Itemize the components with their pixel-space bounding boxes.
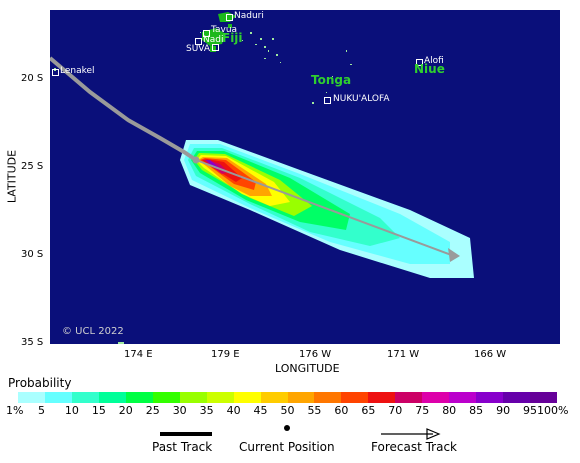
- forecast-track-line: [195, 159, 455, 257]
- town-marker-naduri: [226, 14, 233, 21]
- lon-tick-label: 179 E: [211, 349, 240, 360]
- probability-scale-label: 55: [307, 404, 322, 417]
- current-position-label: Current Position: [239, 440, 335, 454]
- place-label-nadi: Nadi: [203, 35, 224, 45]
- probability-scale-label: 40: [226, 404, 241, 417]
- probability-swatch: [233, 392, 262, 403]
- lon-tick-label: 176 W: [299, 349, 332, 360]
- region-label-fiji: Fiji: [222, 31, 243, 45]
- probability-swatch: [71, 392, 100, 403]
- probability-swatch: [287, 392, 315, 403]
- region-label-tonga: Tonga: [311, 73, 352, 87]
- probability-swatch: [125, 392, 154, 403]
- probability-swatch: [260, 392, 288, 403]
- probability-swatch: [530, 392, 558, 403]
- probability-scale-label: 100%: [537, 404, 569, 417]
- probability-scale-label: 60: [334, 404, 349, 417]
- copyright-label: © UCL 2022: [62, 326, 124, 337]
- probability-scale-label: 90: [496, 404, 511, 417]
- lat-tick-label: 30 S: [21, 249, 44, 260]
- probability-scale-label: 25: [145, 404, 160, 417]
- probability-scale-label: 75: [415, 404, 430, 417]
- probability-scale-label: 1%: [6, 404, 24, 417]
- past-track-symbol: [160, 432, 212, 436]
- town-marker-tavua: [203, 30, 210, 37]
- place-label-suva: SUVA: [186, 44, 211, 54]
- probability-scale-label: 95: [523, 404, 538, 417]
- probability-swatch: [341, 392, 369, 403]
- lat-tick-label: 20 S: [21, 73, 44, 84]
- probability-scale-label: 35: [199, 404, 214, 417]
- probability-swatch: [422, 392, 450, 403]
- town-marker-lenakel: [52, 69, 59, 76]
- probability-swatch: [314, 392, 342, 403]
- forecast-track-label: Forecast Track: [371, 440, 457, 454]
- y-axis-title: LATITUDE: [5, 149, 19, 204]
- probability-swatch: [476, 392, 504, 403]
- town-marker-alofi: [416, 59, 423, 66]
- probability-scale-label: 65: [361, 404, 376, 417]
- lon-tick-label: 166 W: [474, 349, 507, 360]
- place-label-nukualofa: NUKU'ALOFA: [333, 94, 390, 104]
- lon-tick-label: 174 E: [124, 349, 153, 360]
- probability-scale-label: 80: [442, 404, 457, 417]
- probability-scale-label: 70: [388, 404, 403, 417]
- probability-swatch: [179, 392, 208, 403]
- probability-scale-label: 10: [64, 404, 79, 417]
- probability-swatch: [18, 392, 46, 403]
- probability-swatch: [98, 392, 127, 403]
- town-marker-nadi: [195, 38, 202, 45]
- region-label-niue: Niue: [414, 62, 445, 76]
- x-axis-title: LONGITUDE: [275, 362, 340, 375]
- forecast-arrow-head: [448, 248, 460, 262]
- probability-scale-label: 5: [37, 404, 45, 417]
- probability-swatch: [368, 392, 396, 403]
- probability-swatch: [152, 392, 181, 403]
- probability-swatch: [44, 392, 73, 403]
- legend-title: Probability: [8, 376, 72, 390]
- place-label-alofi: Alofi: [424, 56, 444, 66]
- lat-tick-label: 25 S: [21, 161, 44, 172]
- probability-scale-label: 85: [469, 404, 484, 417]
- probability-swatch: [395, 392, 423, 403]
- town-marker-suva: [212, 44, 219, 51]
- past-track-label: Past Track: [152, 440, 213, 454]
- current-position-dot: [192, 156, 200, 164]
- probability-scale-label: 20: [118, 404, 133, 417]
- forecast-track-symbol: [381, 428, 441, 440]
- probability-scale-label: 45: [253, 404, 268, 417]
- place-label-tavua: Tavua: [211, 25, 238, 35]
- probability-scale-label: 30: [172, 404, 187, 417]
- map-panel: [50, 10, 560, 344]
- town-marker-nukualofa: [324, 97, 331, 104]
- lat-tick-label: 35 S: [21, 337, 44, 348]
- probability-swatch: [503, 392, 531, 403]
- past-track-line: [50, 56, 198, 162]
- probability-scale-label: 50: [280, 404, 295, 417]
- current-position-symbol: [284, 425, 290, 431]
- probability-scale-label: 15: [91, 404, 106, 417]
- lon-tick-label: 171 W: [387, 349, 420, 360]
- place-label-lenakel: Lenakel: [60, 66, 95, 76]
- place-label-naduri: Naduri: [234, 11, 264, 21]
- probability-swatch: [206, 392, 235, 403]
- probability-swatch: [449, 392, 477, 403]
